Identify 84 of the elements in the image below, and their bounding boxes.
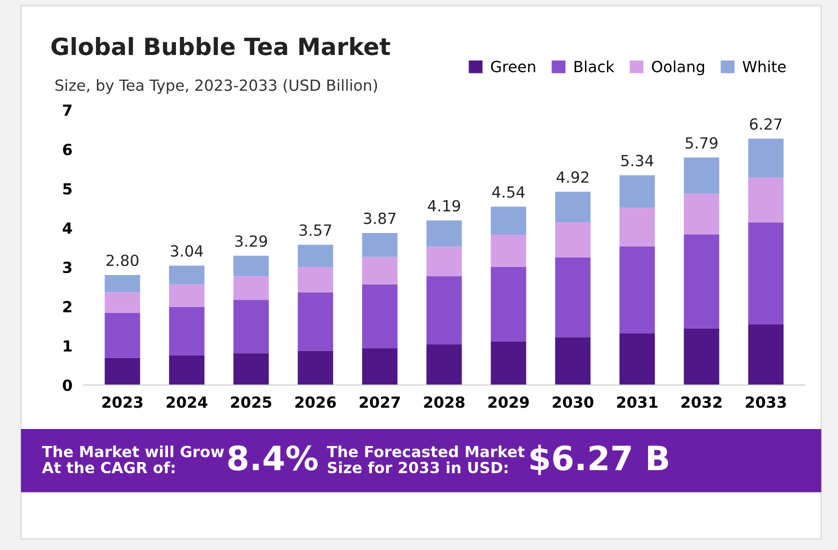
bar xyxy=(490,341,526,385)
bar xyxy=(362,232,398,257)
bar xyxy=(298,350,334,385)
bar xyxy=(233,256,269,276)
x-tick-label: 2028 xyxy=(424,396,464,408)
bar xyxy=(362,284,398,348)
total-label: 3.57 xyxy=(300,224,332,236)
bar xyxy=(104,312,140,358)
bar xyxy=(490,206,526,235)
bar xyxy=(362,348,398,385)
y-tick-label: 1 xyxy=(64,340,72,352)
legend-label: White xyxy=(742,60,786,72)
x-tick-label: 2027 xyxy=(360,396,400,408)
bar xyxy=(684,234,720,328)
bar xyxy=(298,292,334,351)
bar xyxy=(619,208,655,246)
y-tick-label: 2 xyxy=(63,300,72,312)
total-label: 6.27 xyxy=(750,118,782,130)
text: The Forecasted Market Size for 2033 in USD: xyxy=(326,446,525,474)
bar xyxy=(169,356,204,385)
y-tick-label: 7 xyxy=(63,104,72,116)
y-tick-label: 0 xyxy=(62,379,72,392)
bar xyxy=(233,276,269,300)
x-tick-label: 2029 xyxy=(488,396,529,408)
bar xyxy=(555,222,591,258)
bar xyxy=(555,192,591,222)
x-tick-label: 2032 xyxy=(681,396,722,408)
bar xyxy=(104,292,140,313)
chart-subtitle: Size, by Tea Type, 2023-2033 (USD Billion) xyxy=(55,79,378,94)
bar xyxy=(748,324,784,385)
legend-label: Black xyxy=(574,60,614,72)
bar xyxy=(426,220,462,247)
x-tick-label: 2025 xyxy=(231,396,272,408)
total-label: 5.79 xyxy=(686,137,718,149)
bar xyxy=(684,194,720,235)
x-tick-label: 2024 xyxy=(166,396,208,408)
bar xyxy=(233,300,269,354)
bar xyxy=(619,246,655,334)
bar xyxy=(233,353,269,385)
bar xyxy=(298,244,334,268)
x-tick-label: 2033 xyxy=(746,396,786,408)
text: The Market will Grow At the CAGR of: xyxy=(42,446,224,474)
total-label: 3.29 xyxy=(235,235,268,247)
bar xyxy=(362,256,398,284)
total-label: 5.34 xyxy=(621,154,654,166)
bar xyxy=(426,246,462,276)
bar xyxy=(104,275,140,292)
total-label: 3.04 xyxy=(170,245,203,257)
bar xyxy=(619,175,655,208)
text: $6.27 B xyxy=(530,444,668,475)
legend-label: Green xyxy=(491,60,536,72)
bar xyxy=(104,358,140,385)
bar xyxy=(684,328,720,385)
total-label: 2.80 xyxy=(106,254,138,266)
total-label: 4.19 xyxy=(428,200,460,212)
x-tick-label: 2023 xyxy=(102,396,142,408)
bar xyxy=(684,158,720,194)
bar xyxy=(619,333,655,385)
bar xyxy=(169,266,204,284)
x-tick-label: 2030 xyxy=(552,396,594,408)
bar xyxy=(555,337,591,385)
x-tick-label: 2026 xyxy=(295,396,336,408)
bar xyxy=(426,276,462,345)
bar xyxy=(426,344,462,385)
total-label: 4.54 xyxy=(492,186,525,198)
bar xyxy=(169,284,204,307)
total-label: 4.92 xyxy=(556,171,588,183)
legend-label: Oolang xyxy=(652,60,704,76)
y-tick-label: 3 xyxy=(63,262,72,274)
bar xyxy=(490,234,526,267)
bar xyxy=(748,222,784,324)
bar xyxy=(748,178,784,222)
y-tick-label: 6 xyxy=(63,144,72,156)
y-tick-label: 5 xyxy=(63,183,72,195)
bar xyxy=(490,266,526,342)
y-tick-label: 4 xyxy=(62,222,72,234)
chart-title: Global Bubble Tea Market xyxy=(51,37,390,56)
bar xyxy=(748,138,784,178)
total-label: 3.87 xyxy=(364,212,396,224)
text: 8.4% xyxy=(228,445,318,471)
x-tick-label: 2031 xyxy=(617,396,658,408)
bar xyxy=(555,257,591,338)
bar xyxy=(169,306,204,356)
bar xyxy=(298,267,334,292)
